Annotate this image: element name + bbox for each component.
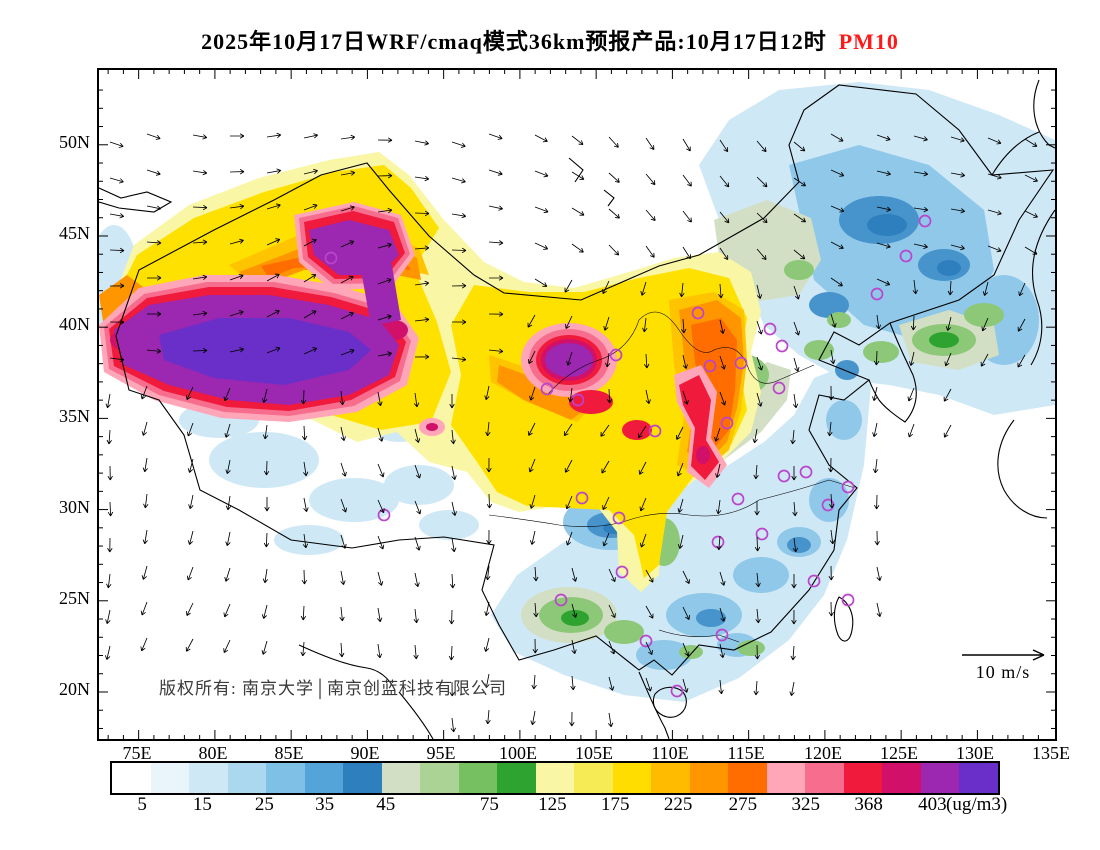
lon-tick-label: 110E <box>651 743 689 763</box>
colorbar-label: 45 <box>376 794 396 815</box>
wind-reference-label: 10 m/s <box>975 662 1031 682</box>
colorbar-segment <box>689 763 729 793</box>
lon-tick-label: 135E <box>1032 743 1070 763</box>
copyright-text: 版权所有: 南京大学│南京创蓝科技有限公司 <box>159 679 508 698</box>
colorbar-segment <box>343 763 382 793</box>
lon-tick-label: 100E <box>499 743 537 763</box>
colorbar-segment <box>497 763 536 793</box>
lon-tick-label: 80E <box>198 743 228 763</box>
wind-vectors <box>104 132 1038 733</box>
lon-tick-label: 120E <box>804 743 842 763</box>
colorbar-segment <box>959 763 998 793</box>
lon-tick-label: 125E <box>880 743 918 763</box>
colorbar-segment <box>728 763 767 793</box>
colorbar <box>110 761 1000 795</box>
colorbar-segment <box>304 763 344 793</box>
lat-tick-label: 25N <box>59 588 90 608</box>
colorbar-label: 125 <box>538 794 567 815</box>
colorbar-segment <box>112 763 151 793</box>
lon-tick-label: 90E <box>350 743 380 763</box>
colorbar-segment <box>766 763 806 793</box>
lat-tick-label: 30N <box>59 497 90 517</box>
title-main: 2025年10月17日WRF/cmaq模式36km预报产品:10月17日12时 <box>201 29 827 54</box>
colorbar-segments <box>112 763 998 793</box>
page-title: 2025年10月17日WRF/cmaq模式36km预报产品:10月17日12时 P… <box>0 24 1100 56</box>
colorbar-label: 5 <box>137 794 147 815</box>
lat-tick-label: 40N <box>59 314 90 334</box>
lat-tick-label: 35N <box>59 406 90 426</box>
lon-tick-label: 75E <box>122 743 152 763</box>
colorbar-segment <box>266 763 305 793</box>
colorbar-label: 325 <box>791 794 820 815</box>
lat-tick-label: 45N <box>59 223 90 243</box>
colorbar-label: 75 <box>479 794 499 815</box>
colorbar-unit: (ug/m3) <box>946 794 1008 815</box>
colorbar-segment <box>150 763 190 793</box>
city-markers <box>324 214 932 698</box>
title-pollutant: PM10 <box>838 29 899 54</box>
colorbar-label: 225 <box>663 794 693 815</box>
colorbar-segment <box>381 763 421 793</box>
rivers <box>488 311 856 643</box>
colorbar-label: 368 <box>854 794 883 815</box>
colorbar-segment <box>189 763 228 793</box>
colorbar-label: 15 <box>192 794 212 815</box>
lon-tick-label: 105E <box>575 743 613 763</box>
colorbar-segment <box>612 763 652 793</box>
lon-tick-label: 95E <box>426 743 456 763</box>
lat-tick-label: 50N <box>59 132 90 152</box>
map-plot: 版权所有: 南京大学│南京创蓝科技有限公司 10 m/s <box>97 68 1057 741</box>
colorbar-label: 35 <box>315 794 335 815</box>
map-canvas <box>99 70 1055 739</box>
colorbar-segment <box>882 763 921 793</box>
colorbar-segment <box>843 763 883 793</box>
colorbar-segment <box>574 763 613 793</box>
axis-ticks <box>99 70 1055 739</box>
lon-tick-label: 115E <box>727 743 765 763</box>
colorbar-segment <box>420 763 459 793</box>
colorbar-segment <box>920 763 960 793</box>
colorbar-labels: 5 15 25 35 45 75 125 175 225 275 325 368 403 <box>112 794 998 820</box>
colorbar-segment <box>227 763 267 793</box>
colorbar-label: 403 <box>918 794 947 815</box>
wind-reference-arrow <box>962 649 1045 661</box>
colorbar-label: 175 <box>600 794 630 815</box>
colorbar-label: 25 <box>254 794 274 815</box>
colorbar-label: 275 <box>728 794 758 815</box>
lat-tick-label: 20N <box>59 679 90 699</box>
lon-tick-label: 85E <box>274 743 304 763</box>
colorbar-segment <box>805 763 844 793</box>
colorbar-segment <box>535 763 575 793</box>
colorbar-segment <box>651 763 690 793</box>
colorbar-segment <box>458 763 498 793</box>
lon-tick-label: 130E <box>956 743 994 763</box>
